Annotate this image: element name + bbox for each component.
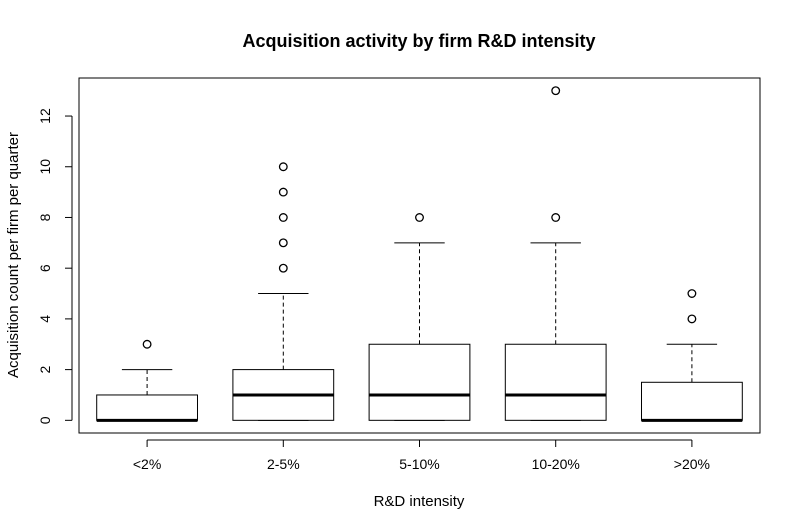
outlier-3-0 bbox=[552, 214, 560, 222]
box-rect-4 bbox=[642, 382, 743, 420]
boxes-group bbox=[97, 87, 743, 420]
chart-title: Acquisition activity by firm R&D intensi… bbox=[242, 31, 595, 51]
box-3 bbox=[505, 87, 606, 420]
x-tick-label-2: 5-10% bbox=[399, 456, 439, 472]
box-rect-3 bbox=[505, 344, 606, 420]
box-4 bbox=[642, 290, 743, 421]
outlier-1-0 bbox=[280, 264, 288, 272]
outlier-1-2 bbox=[280, 214, 288, 222]
box-2 bbox=[369, 214, 470, 421]
outlier-3-1 bbox=[552, 87, 560, 95]
x-axis: <2% 2-5% 5-10% 10-20% >20% bbox=[133, 440, 710, 472]
y-tick-label-0: 0 bbox=[37, 416, 53, 424]
y-axis-label: Acquisition count per firm per quarter bbox=[5, 132, 22, 378]
box-1 bbox=[233, 163, 334, 420]
outlier-4-0 bbox=[688, 315, 696, 323]
y-tick-label-12: 12 bbox=[37, 108, 53, 124]
outlier-1-4 bbox=[280, 163, 288, 171]
box-rect-0 bbox=[97, 395, 198, 420]
y-tick-label-2: 2 bbox=[37, 366, 53, 374]
box-0 bbox=[97, 340, 198, 420]
x-tick-label-0: <2% bbox=[133, 456, 161, 472]
outlier-1-1 bbox=[280, 239, 288, 247]
outlier-4-1 bbox=[688, 290, 696, 298]
outlier-0-0 bbox=[143, 340, 151, 348]
y-tick-label-6: 6 bbox=[37, 264, 53, 272]
y-tick-label-8: 8 bbox=[37, 213, 53, 221]
x-tick-label-1: 2-5% bbox=[267, 456, 300, 472]
box-rect-2 bbox=[369, 344, 470, 420]
outlier-1-3 bbox=[280, 188, 288, 196]
y-tick-label-10: 10 bbox=[37, 159, 53, 175]
y-tick-label-4: 4 bbox=[37, 315, 53, 323]
y-axis: 0 2 4 6 8 10 12 bbox=[37, 108, 72, 424]
outlier-2-0 bbox=[416, 214, 424, 222]
x-tick-label-4: >20% bbox=[674, 456, 710, 472]
x-axis-label: R&D intensity bbox=[374, 493, 465, 510]
x-tick-label-3: 10-20% bbox=[532, 456, 580, 472]
